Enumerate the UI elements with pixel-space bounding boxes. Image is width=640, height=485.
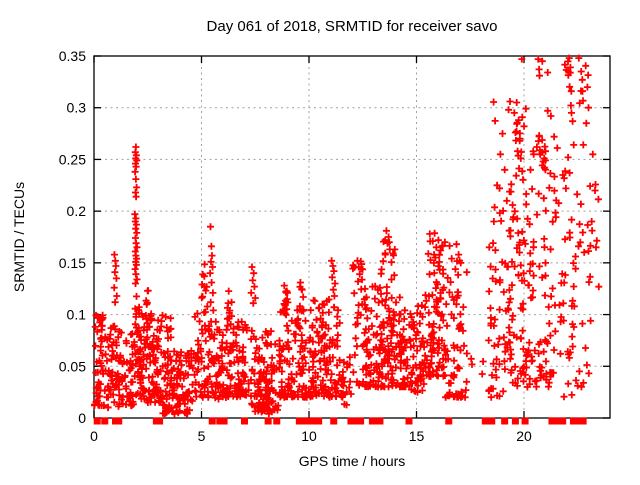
- zero-marker: [405, 417, 413, 425]
- zero-marker: [501, 417, 509, 425]
- y-tick-label: 0.35: [59, 48, 86, 64]
- x-tick-label: 0: [90, 428, 98, 444]
- y-tick-label: 0: [78, 410, 86, 426]
- zero-marker: [488, 417, 496, 425]
- zero-marker: [548, 417, 556, 425]
- zero-marker: [376, 417, 384, 425]
- zero-marker: [315, 417, 323, 425]
- zero-marker: [241, 417, 248, 425]
- y-tick-label: 0.2: [67, 203, 87, 219]
- zero-marker: [93, 417, 101, 425]
- zero-marker: [481, 417, 489, 425]
- zero-marker: [310, 417, 318, 425]
- zero-marker: [445, 417, 453, 425]
- zero-marker: [521, 417, 529, 425]
- zero-marker: [559, 417, 567, 425]
- y-axis-label: SRMTID / TECUs: [11, 182, 27, 292]
- zero-marker: [574, 417, 582, 425]
- y-tick-label: 0.05: [59, 358, 86, 374]
- x-tick-label: 20: [516, 428, 532, 444]
- tick-labels: 0 5 10 15 20 0 0.05 0.1 0.15 0.2 0.25 0.3 0.35: [59, 48, 532, 444]
- zero-marker: [220, 417, 228, 425]
- x-tick-label: 15: [409, 428, 425, 444]
- zero-marker: [579, 417, 587, 425]
- y-tick-label: 0.1: [67, 307, 87, 323]
- zero-marker: [569, 417, 577, 425]
- y-tick-label: 0.25: [59, 151, 86, 167]
- zero-value-markers: [93, 417, 587, 425]
- x-tick-label: 5: [198, 428, 206, 444]
- zero-marker: [304, 417, 312, 425]
- x-axis-label: GPS time / hours: [299, 453, 406, 469]
- zero-marker: [511, 417, 519, 425]
- zero-marker: [216, 417, 224, 425]
- zero-marker: [273, 417, 281, 425]
- zero-marker: [156, 417, 164, 425]
- zero-marker: [208, 417, 216, 425]
- y-tick-label: 0.15: [59, 255, 86, 271]
- y-tick-label: 0.3: [67, 100, 87, 116]
- zero-marker: [115, 417, 123, 425]
- zero-marker: [553, 417, 561, 425]
- scatter-points: [91, 54, 603, 418]
- zero-marker: [300, 417, 308, 425]
- x-tick-label: 10: [301, 428, 317, 444]
- zero-marker: [357, 417, 365, 425]
- zero-marker: [264, 417, 272, 425]
- zero-marker: [295, 417, 303, 425]
- zero-marker: [330, 417, 338, 425]
- scatter-points-path: [91, 54, 603, 418]
- zero-marker: [372, 417, 380, 425]
- zero-marker: [101, 417, 109, 425]
- chart-title: Day 061 of 2018, SRMTID for receiver sav…: [207, 18, 498, 35]
